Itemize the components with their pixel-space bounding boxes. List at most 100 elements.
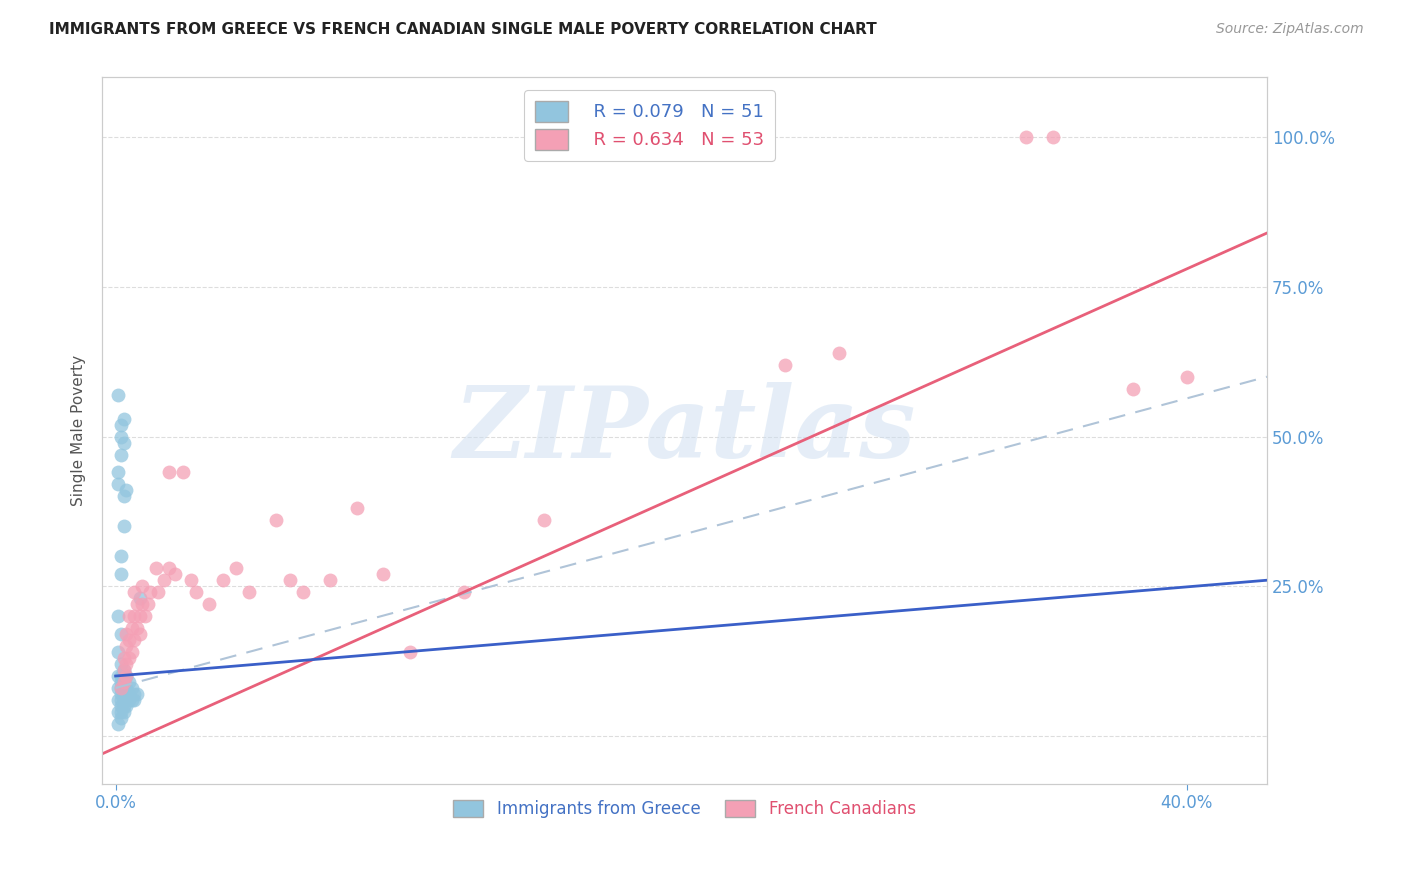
Point (112, 663, 135, 677)
Point (128, 591, 150, 606)
Point (115, 483, 138, 498)
Point (112, 681, 135, 695)
Point (107, 466, 129, 480)
Point (107, 669, 129, 683)
Point (107, 609, 129, 624)
Point (124, 633, 146, 648)
Point (124, 609, 146, 624)
Point (110, 675, 132, 690)
Point (110, 429, 132, 443)
Point (157, 561, 180, 575)
Point (107, 705, 129, 719)
Point (211, 573, 233, 587)
Point (112, 663, 135, 677)
Point (773, 358, 796, 372)
Point (112, 435, 135, 450)
Point (125, 687, 148, 701)
Point (112, 675, 135, 690)
Point (107, 717, 129, 731)
Point (112, 490, 135, 504)
Point (399, 645, 422, 659)
Point (1042, 130, 1064, 145)
Point (110, 567, 132, 582)
Point (115, 681, 138, 695)
Point (118, 651, 141, 665)
Point (131, 579, 153, 593)
Point (125, 621, 148, 635)
Point (112, 411, 135, 425)
Point (118, 633, 141, 648)
Point (110, 627, 132, 641)
Point (128, 609, 150, 624)
Point (453, 585, 475, 599)
Point (136, 597, 159, 611)
Text: ZIPatlas: ZIPatlas (453, 383, 915, 479)
Legend: Immigrants from Greece, French Canadians: Immigrants from Greece, French Canadians (447, 793, 922, 825)
Point (124, 687, 146, 701)
Point (1122, 382, 1144, 396)
Point (115, 698, 138, 713)
Point (125, 597, 148, 611)
Point (110, 681, 132, 695)
Point (110, 448, 132, 462)
Point (112, 675, 135, 690)
Point (112, 519, 135, 533)
Point (148, 585, 170, 599)
Point (110, 711, 132, 725)
Point (110, 698, 132, 713)
Point (225, 561, 247, 575)
Point (115, 657, 138, 671)
Point (112, 651, 135, 665)
Point (1015, 130, 1038, 145)
Point (115, 669, 138, 683)
Text: Source: ZipAtlas.com: Source: ZipAtlas.com (1216, 22, 1364, 37)
Point (115, 627, 138, 641)
Point (112, 698, 135, 713)
Point (118, 675, 141, 690)
Point (319, 573, 342, 587)
Point (110, 669, 132, 683)
Point (121, 681, 143, 695)
Point (118, 687, 141, 701)
Point (278, 573, 301, 587)
Point (110, 657, 132, 671)
Point (110, 417, 132, 432)
Point (118, 609, 141, 624)
Point (107, 693, 129, 707)
Point (128, 627, 150, 641)
Point (157, 466, 180, 480)
Point (107, 387, 129, 401)
Point (198, 597, 221, 611)
Point (163, 567, 186, 582)
Point (110, 549, 132, 564)
Point (124, 693, 146, 707)
Point (238, 585, 260, 599)
Point (110, 681, 132, 695)
Point (115, 693, 138, 707)
Point (292, 585, 315, 599)
Point (112, 693, 135, 707)
Point (172, 466, 194, 480)
Point (115, 639, 138, 653)
Point (110, 687, 132, 701)
Point (180, 573, 202, 587)
Point (107, 681, 129, 695)
Point (124, 585, 146, 599)
Point (112, 687, 135, 701)
Point (184, 585, 207, 599)
Point (115, 687, 138, 701)
Point (110, 705, 132, 719)
Point (121, 621, 143, 635)
Y-axis label: Single Male Poverty: Single Male Poverty (72, 355, 86, 506)
Point (1175, 369, 1198, 384)
Point (346, 501, 368, 516)
Point (131, 597, 153, 611)
Point (121, 693, 143, 707)
Point (110, 693, 132, 707)
Point (107, 645, 129, 659)
Point (827, 345, 849, 359)
Point (373, 567, 395, 582)
Point (134, 609, 156, 624)
Point (121, 645, 143, 659)
Point (533, 513, 555, 527)
